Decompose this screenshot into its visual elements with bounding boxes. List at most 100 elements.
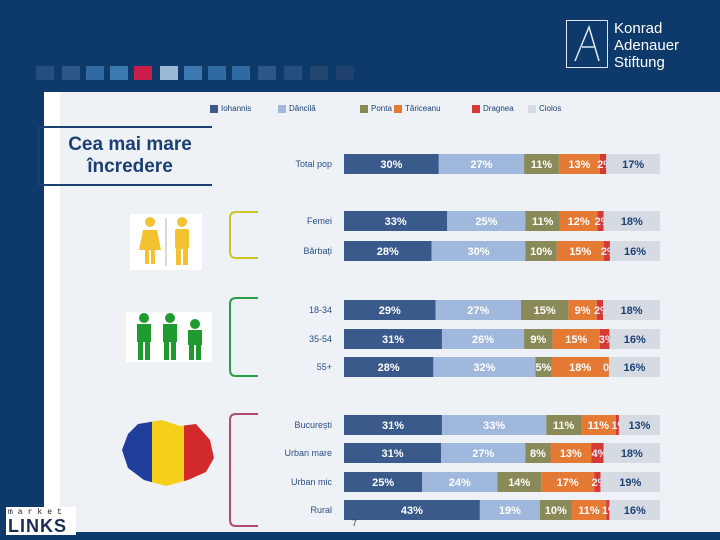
bar-value-label: 31%: [381, 448, 403, 460]
legend-swatch: [528, 104, 536, 113]
bar-segment: [431, 241, 526, 261]
bar-value-label: 19%: [619, 477, 641, 489]
page-number: 7: [352, 518, 358, 528]
bar-value-label: 13%: [560, 448, 582, 460]
bar-value-label: 18%: [621, 448, 643, 460]
bar-segment: [556, 241, 604, 261]
bar-value-label: 13%: [628, 420, 650, 432]
bar-value-label: 24%: [449, 477, 471, 489]
deco-square: [336, 66, 354, 80]
bar-segment: [618, 415, 660, 435]
bar-value-label: 9%: [530, 334, 546, 346]
bar-segment: [609, 500, 660, 520]
bar-value-label: 19%: [499, 505, 521, 517]
slide-title-line1: Cea mai mare: [68, 134, 192, 155]
bar-segment: [600, 472, 660, 492]
legend-item: Dragnea: [472, 104, 514, 113]
bar-segment: [535, 357, 552, 377]
bar-value-label: 9%: [575, 305, 591, 317]
bar-segment: [608, 357, 660, 377]
bar-value-label: 18%: [621, 305, 643, 317]
legend-item: Iohannis: [210, 104, 251, 113]
age-figures-image: [126, 312, 212, 362]
bar-value-label: 11%: [531, 159, 553, 171]
deco-square: [232, 66, 250, 80]
bar-segment: [609, 329, 660, 349]
bar-value-label: 27%: [472, 448, 494, 460]
legend-item: Dăncilă: [278, 104, 316, 113]
bar-value-label: 26%: [472, 334, 494, 346]
bar-segment: [603, 300, 660, 320]
gender-figures-image: [130, 214, 202, 270]
bar-segment: [344, 357, 434, 377]
bar-value-label: 5%: [536, 362, 552, 374]
bar-segment: [597, 211, 604, 231]
bar-segment: [525, 443, 551, 463]
bar-segment: [568, 300, 597, 320]
legend-label: Dăncilă: [289, 104, 316, 113]
brand-top-text: market: [8, 508, 67, 517]
row-label: Urban mic: [291, 477, 333, 487]
bar-segment: [524, 329, 553, 349]
bar-value-label: 25%: [475, 216, 497, 228]
bar-segment: [344, 472, 423, 492]
bar-value-label: 33%: [483, 420, 505, 432]
deco-square: [258, 66, 276, 80]
bar-segment: [344, 211, 448, 231]
bar-value-label: 29%: [379, 305, 401, 317]
row-label: Total pop: [295, 159, 332, 169]
bar-segment: [591, 443, 604, 463]
bar-segment: [599, 329, 610, 349]
bar-value-label: 25%: [372, 477, 394, 489]
legend-swatch: [472, 104, 480, 113]
bar-segment: [541, 472, 595, 492]
bar-value-label: 33%: [385, 216, 407, 228]
bar-segment: [606, 500, 610, 520]
bar-value-label: 18%: [621, 216, 643, 228]
deco-square: [208, 66, 226, 80]
legend-label: Tăriceanu: [405, 104, 441, 113]
deco-square: [110, 66, 128, 80]
legend-swatch: [394, 104, 402, 113]
deco-square: [284, 66, 302, 80]
deco-square: [62, 66, 80, 80]
logo-text-stiftung: Stiftung: [614, 54, 665, 71]
bar-segment: [609, 241, 660, 261]
bar-segment: [441, 415, 547, 435]
bar-segment: [344, 415, 442, 435]
bar-segment: [603, 241, 610, 261]
bar-segment: [558, 154, 600, 174]
bar-value-label: 11%: [578, 505, 600, 517]
row-label: 55+: [317, 362, 332, 372]
kas-logo-mark: [566, 20, 608, 68]
bar-segment: [552, 329, 600, 349]
bar-segment: [441, 329, 525, 349]
bar-value-label: 15%: [534, 305, 556, 317]
deco-square: [160, 66, 178, 80]
bar-value-label: 28%: [377, 246, 399, 258]
gender-brace: [229, 211, 258, 259]
bar-segment: [344, 300, 436, 320]
bar-value-label: 30%: [380, 159, 402, 171]
bar-segment: [344, 500, 480, 520]
bar-segment: [551, 357, 609, 377]
bar-segment: [603, 443, 660, 463]
legend-label: Iohannis: [221, 104, 252, 113]
legend-item: Ciolos: [528, 104, 561, 113]
bar-segment: [344, 154, 439, 174]
deco-square: [36, 66, 54, 80]
bottom-bar: [0, 532, 720, 540]
bar-value-label: 30%: [468, 246, 490, 258]
bar-segment: [447, 211, 526, 231]
brand-main-text: LINKS: [8, 516, 67, 536]
bar-value-label: 18%: [569, 362, 591, 374]
bar-value-label: 27%: [470, 159, 492, 171]
bar-segment: [539, 500, 572, 520]
bar-value-label: 32%: [473, 362, 495, 374]
bar-value-label: 16%: [624, 246, 646, 258]
deco-square: [184, 66, 202, 80]
romania-map-flag-image: [118, 418, 216, 490]
area-brace: [229, 413, 258, 527]
row-label: Urban mare: [284, 448, 332, 458]
row-label: 18-34: [309, 305, 332, 315]
